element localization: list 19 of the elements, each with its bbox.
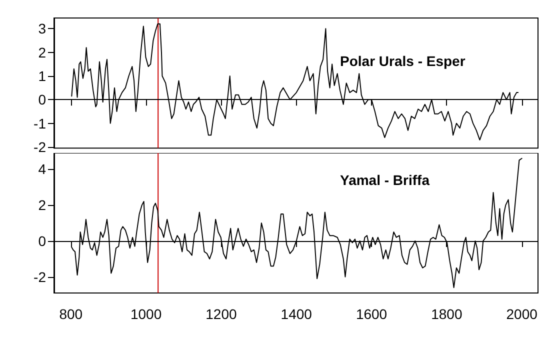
y-tick-label: -1: [34, 115, 46, 132]
y-tick-label: -2: [34, 268, 46, 285]
y-tick-label: 4: [38, 161, 46, 178]
x-tick-label: 1000: [130, 306, 162, 322]
annotation: Polar Urals - Esper: [340, 53, 466, 69]
y-tick-label: 2: [38, 44, 46, 60]
x-tick-label: 1600: [356, 306, 388, 322]
y-tick-label: 0: [38, 92, 46, 108]
y-tick-label: -2: [34, 139, 46, 155]
y-tick-label: 1: [38, 68, 46, 84]
x-tick-label: 1400: [280, 306, 312, 322]
y-tick-label: 0: [38, 232, 46, 249]
y-tick-label: 3: [38, 20, 46, 37]
x-tick-label: 2000: [506, 306, 538, 322]
annotation: Yamal - Briffa: [340, 172, 430, 188]
x-tick-label: 800: [59, 306, 83, 322]
x-tick-label: 1800: [431, 306, 462, 322]
x-tick-label: 1200: [206, 306, 237, 322]
y-tick-label: 2: [38, 197, 46, 214]
